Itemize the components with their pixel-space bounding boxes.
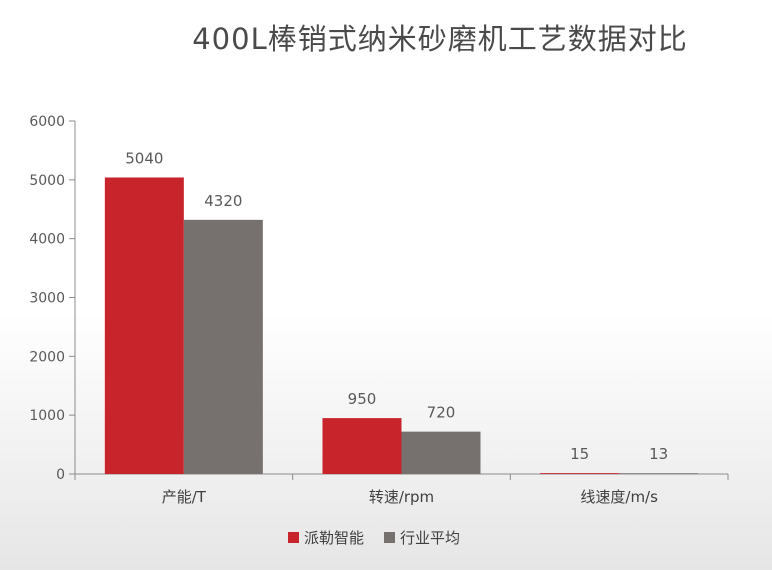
y-tick-label: 6000 <box>29 114 65 130</box>
bar <box>322 418 402 474</box>
legend-swatch <box>288 532 299 543</box>
bar <box>619 473 699 474</box>
data-label: 5040 <box>125 149 163 167</box>
data-label: 15 <box>570 445 589 463</box>
bar <box>183 219 263 474</box>
legend-label: 派勒智能 <box>304 529 364 547</box>
data-label: 720 <box>427 404 456 422</box>
y-tick-label: 3000 <box>29 291 65 307</box>
legend-swatch <box>384 532 395 543</box>
x-category-label: 线速度/m/s <box>580 488 658 506</box>
data-label: 4320 <box>204 192 242 210</box>
bar <box>104 177 184 475</box>
bar <box>540 473 620 474</box>
x-category-label: 转速/rpm <box>369 488 434 506</box>
y-tick-label: 1000 <box>29 408 65 424</box>
x-category-label: 产能/T <box>162 488 207 506</box>
y-tick-label: 0 <box>56 467 65 483</box>
data-label: 13 <box>649 445 668 463</box>
y-tick-label: 2000 <box>29 349 65 365</box>
data-label: 950 <box>348 390 377 408</box>
chart-title: 400L棒销式纳米砂磨机工艺数据对比 <box>192 22 688 56</box>
legend-label: 行业平均 <box>400 529 460 547</box>
bar <box>401 431 481 474</box>
y-tick-label: 5000 <box>29 173 65 189</box>
y-tick-label: 4000 <box>29 232 65 248</box>
